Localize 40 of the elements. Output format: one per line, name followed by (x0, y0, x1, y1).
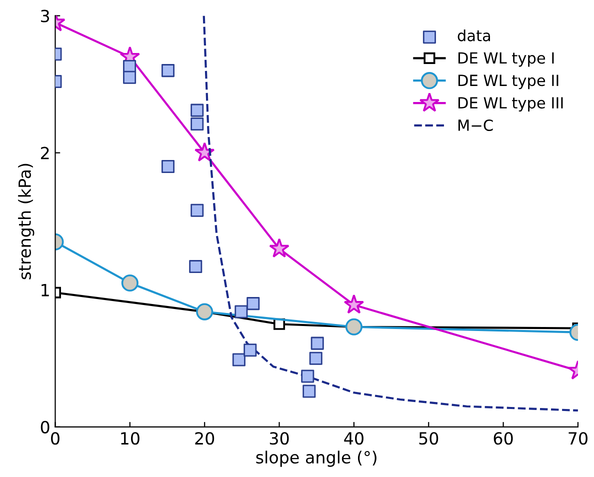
x-tick-label: 10 (121, 432, 140, 445)
point (310, 336, 324, 350)
legend-label: DE WL type I (458, 52, 554, 67)
point (123, 70, 136, 84)
x-tick-label: 50 (419, 432, 438, 445)
line-series (202, 16, 578, 412)
point (301, 370, 314, 383)
point (189, 260, 202, 274)
point (194, 142, 215, 162)
legend-label: DE WL type II (458, 74, 558, 90)
point (309, 352, 322, 365)
point (196, 303, 214, 320)
y-tick-label: 0 (40, 420, 50, 434)
x-axis-title: slope angle (°) (256, 450, 376, 467)
x-tick-label: 60 (494, 432, 513, 445)
point (344, 294, 364, 314)
y-tick-label: 2 (41, 146, 49, 160)
point (244, 344, 257, 357)
x-tick-label: 0 (51, 432, 60, 445)
point (190, 204, 204, 217)
x-tick-label: 30 (270, 432, 289, 445)
y-tick-label: 1 (42, 284, 49, 296)
point (246, 297, 260, 310)
point (190, 104, 204, 117)
point (190, 118, 204, 131)
y-tick-label: 3 (41, 10, 50, 22)
point (161, 160, 175, 174)
y-axis-title: strength (kPa) (18, 164, 34, 280)
legend-label: M−C (458, 119, 493, 132)
point (269, 238, 290, 258)
point (161, 64, 175, 78)
point (232, 353, 246, 366)
x-tick-label: 40 (344, 432, 364, 445)
point (302, 384, 316, 398)
x-tick-label: 70 (568, 432, 588, 445)
point (345, 318, 362, 336)
legend-label: DE WL type III (458, 97, 563, 112)
point (234, 305, 248, 318)
x-tick-label: 20 (195, 432, 214, 445)
legend-label: data (458, 29, 490, 42)
